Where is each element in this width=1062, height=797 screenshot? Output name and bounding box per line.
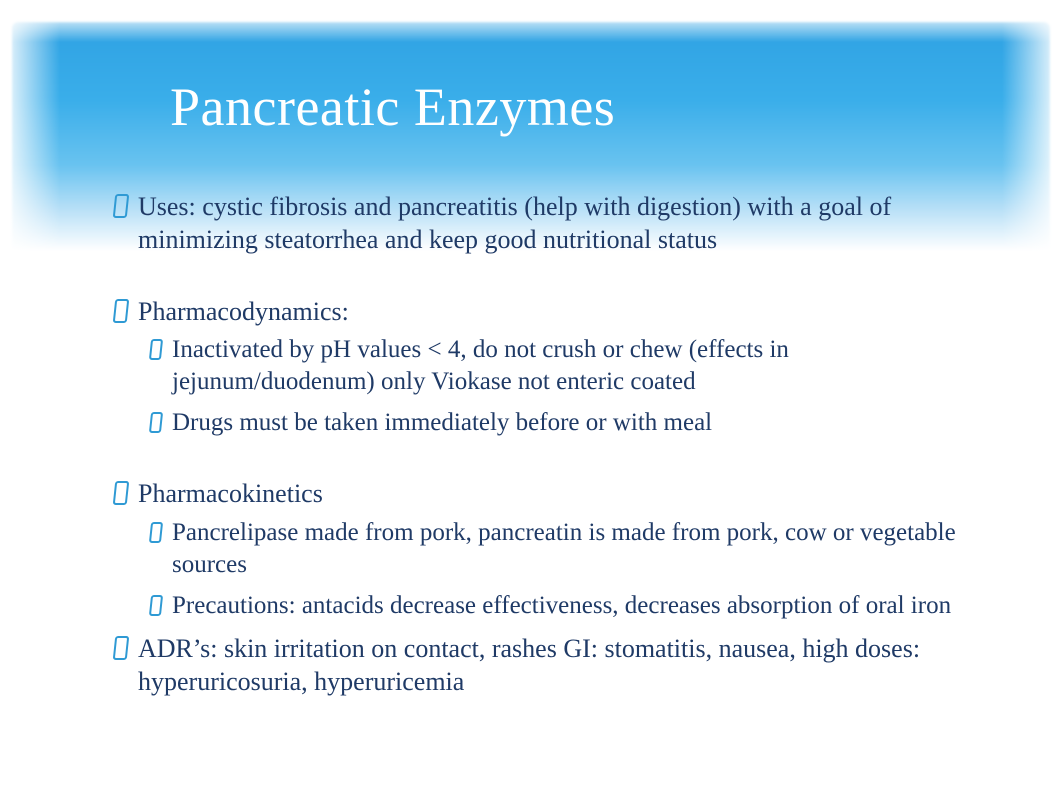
list-item-text: Pharmacokinetics [138,479,323,508]
slide-title: Pancreatic Enzymes [170,76,615,138]
sub-list-item-text: Precautions: antacids decrease effective… [172,592,951,619]
sub-list-item: Precautions: antacids decrease effective… [150,590,992,623]
sub-list-item: Drugs must be taken immediately before o… [150,407,992,440]
sub-bullet-list: Pancrelipase made from pork, pancreatin … [150,517,992,623]
list-item-text: Uses: cystic fibrosis and pancreatitis (… [138,192,891,254]
sub-list-item-text: Pancrelipase made from pork, pancreatin … [172,519,956,579]
sub-list-item: Inactivated by pH values < 4, do not cru… [150,334,992,399]
list-item: Pharmacokinetics Pancrelipase made from … [116,477,992,622]
list-item: Pharmacodynamics: Inactivated by pH valu… [116,295,992,440]
sub-list-item-text: Inactivated by pH values < 4, do not cru… [172,336,789,396]
sub-bullet-list: Inactivated by pH values < 4, do not cru… [150,334,992,440]
list-item-text: ADR’s: skin irritation on contact, rashe… [138,634,920,696]
sub-list-item: Pancrelipase made from pork, pancreatin … [150,517,992,582]
slide-content: Uses: cystic fibrosis and pancreatitis (… [116,190,992,709]
bullet-list: Uses: cystic fibrosis and pancreatitis (… [116,190,992,699]
slide: Pancreatic Enzymes Uses: cystic fibrosis… [0,0,1062,797]
list-item: ADR’s: skin irritation on contact, rashe… [116,632,992,699]
list-item: Uses: cystic fibrosis and pancreatitis (… [116,190,992,257]
list-item-text: Pharmacodynamics: [138,297,349,326]
sub-list-item-text: Drugs must be taken immediately before o… [172,409,712,436]
